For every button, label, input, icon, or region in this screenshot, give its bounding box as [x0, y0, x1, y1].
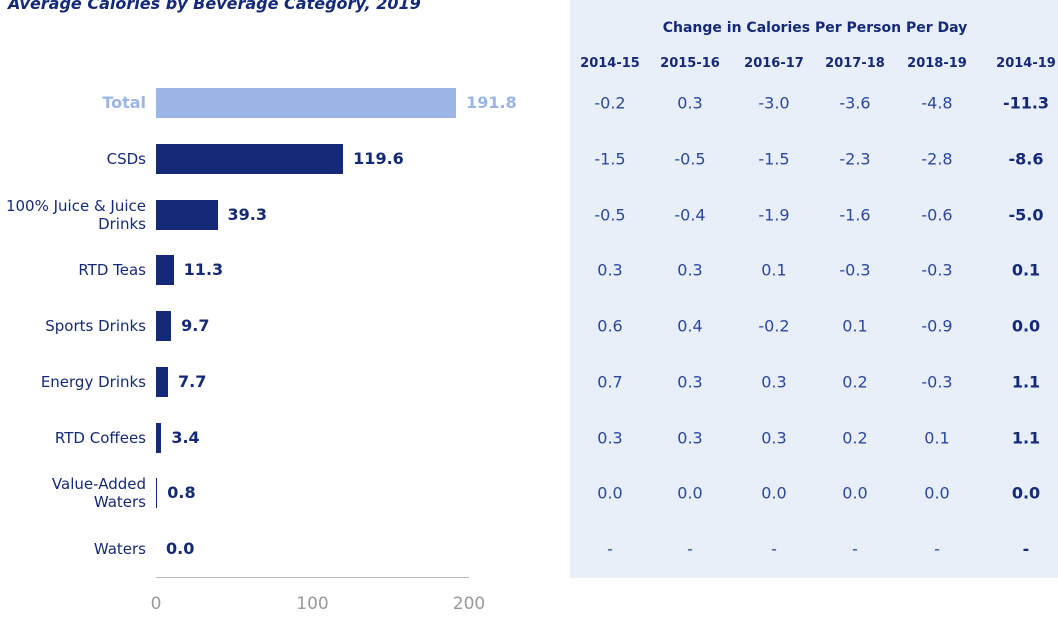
column-header: 2014-19: [996, 56, 1056, 71]
table-cell: 0.3: [677, 260, 703, 280]
table-cell: 0.1: [842, 316, 868, 336]
table-cell: -0.9: [921, 316, 953, 336]
bar: [156, 143, 344, 174]
x-tick-label: 100: [296, 594, 329, 614]
category-label: Value-Added Waters: [51, 475, 146, 512]
data-label: 191.8: [466, 93, 517, 112]
table-cell: -: [771, 539, 777, 559]
table-title: Change in Calories Per Person Per Day: [662, 20, 968, 36]
table-cell: 0.6: [597, 316, 623, 336]
category-label: Total: [102, 93, 146, 112]
table-cell: 0.0: [761, 483, 787, 503]
table-panel: [570, 0, 1058, 578]
data-label: 0.0: [166, 539, 195, 558]
category-label: RTD Teas: [78, 261, 146, 280]
table-cell: -4.8: [921, 93, 953, 113]
bar: [156, 88, 457, 118]
bar: [156, 422, 162, 453]
data-label: 7.7: [178, 371, 207, 391]
table-cell: 0.4: [677, 316, 703, 336]
category-label: Sports Drinks: [45, 317, 146, 335]
table-cell: 0.1: [1011, 260, 1041, 280]
bar: [156, 255, 174, 286]
table-cell: -1.6: [839, 205, 871, 224]
table-cell: 0.3: [597, 428, 623, 447]
table-cell: -0.5: [674, 149, 706, 169]
table-cell: -0.3: [839, 260, 871, 280]
column-header: 2016-17: [744, 56, 804, 71]
table-cell: -1.5: [594, 149, 626, 169]
bar: [156, 199, 218, 230]
table-cell: 0.3: [761, 428, 787, 447]
table-cell: -0.2: [594, 93, 626, 113]
chart-title: Average Calories by Beverage Category, 2…: [8, 0, 421, 13]
table-cell: -5.0: [1008, 205, 1044, 224]
data-label: 3.4: [171, 427, 200, 447]
table-cell: -0.3: [921, 260, 953, 280]
table-cell: -3.6: [839, 93, 871, 113]
table-cell: -0.5: [594, 205, 626, 224]
table-cell: -2.8: [921, 149, 953, 169]
table-cell: -: [607, 539, 613, 559]
table-cell: -: [1022, 539, 1030, 559]
column-header: 2014-15: [580, 56, 640, 71]
bar: [156, 366, 169, 397]
data-label: 39.3: [227, 204, 267, 224]
table-cell: 0.0: [1011, 483, 1041, 503]
bar: [156, 311, 172, 341]
table-cell: -1.5: [758, 149, 790, 169]
table-cell: -1.9: [758, 205, 790, 224]
table-cell: 0.7: [597, 372, 623, 392]
table-cell: 0.3: [677, 428, 703, 447]
table-cell: -0.6: [921, 205, 953, 224]
table-cell: -11.3: [1002, 93, 1050, 113]
bar-tick: [156, 478, 157, 509]
category-label: Energy Drinks: [40, 372, 146, 391]
table-cell: 0.3: [597, 260, 623, 280]
table-cell: -2.3: [839, 149, 871, 169]
data-label: 9.7: [181, 316, 210, 335]
table-cell: -: [852, 539, 858, 559]
table-cell: 0.3: [677, 93, 703, 113]
x-tick-label: 200: [452, 594, 486, 614]
x-axis-line: [156, 577, 469, 578]
table-cell: -0.4: [674, 205, 706, 224]
table-cell: 0.2: [842, 428, 868, 447]
column-header: 2015-16: [660, 56, 720, 71]
x-tick-label: 0: [150, 594, 162, 614]
table-cell: 0.1: [924, 428, 950, 447]
table-cell: 1.1: [1011, 428, 1041, 447]
category-label: CSDs: [106, 149, 146, 168]
category-label: RTD Coffees: [54, 428, 146, 447]
table-cell: 0.0: [597, 483, 623, 503]
table-cell: 1.1: [1011, 372, 1041, 392]
table-cell: 0.0: [677, 483, 703, 503]
table-cell: 0.3: [761, 372, 787, 392]
table-cell: -: [934, 539, 940, 559]
table-cell: 0.2: [842, 372, 868, 392]
table-cell: -8.6: [1008, 149, 1044, 169]
category-label: Waters: [93, 540, 146, 558]
table-cell: -0.3: [921, 372, 953, 392]
data-label: 119.6: [353, 148, 404, 168]
table-cell: 0.0: [924, 483, 950, 503]
column-header: 2017-18: [825, 56, 885, 71]
column-header: 2018-19: [907, 56, 967, 71]
table-cell: -: [687, 539, 693, 559]
table-cell: 0.0: [842, 483, 868, 503]
data-label: 11.3: [183, 260, 224, 280]
table-cell: 0.3: [677, 372, 703, 392]
table-cell: -3.0: [758, 93, 790, 113]
category-label: 100% Juice & Juice Drinks: [5, 196, 146, 233]
table-cell: 0.0: [1011, 316, 1041, 336]
table-cell: -0.2: [758, 316, 790, 336]
table-cell: 0.1: [761, 260, 787, 280]
data-label: 0.8: [167, 483, 196, 503]
